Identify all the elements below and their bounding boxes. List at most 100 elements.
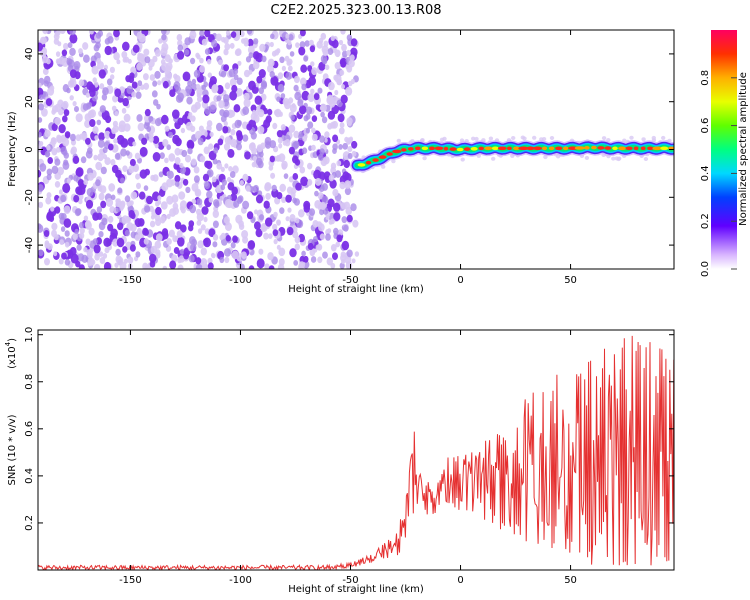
noise-dot bbox=[209, 76, 217, 86]
noise-dot bbox=[200, 258, 208, 267]
noise-dot bbox=[270, 76, 279, 86]
noise-dot bbox=[289, 248, 297, 258]
noise-dot bbox=[208, 228, 216, 238]
noise-dot bbox=[258, 248, 264, 255]
noise-dot bbox=[89, 119, 96, 127]
noise-dot bbox=[290, 114, 295, 121]
noise-dot bbox=[79, 232, 85, 239]
noise-dot bbox=[58, 189, 63, 195]
noise-dot bbox=[104, 38, 111, 45]
noise-dot bbox=[172, 109, 180, 119]
noise-dot bbox=[53, 33, 60, 41]
noise-dot bbox=[286, 226, 294, 236]
noise-dot bbox=[136, 114, 143, 122]
noise-dot bbox=[247, 45, 255, 54]
noise-dot bbox=[201, 38, 208, 46]
noise-dot bbox=[422, 156, 427, 161]
noise-dot bbox=[123, 113, 131, 123]
noise-dot bbox=[273, 211, 278, 218]
noise-dot bbox=[242, 173, 249, 182]
spec-y-tick-label: -20 bbox=[24, 189, 35, 205]
noise-dot bbox=[307, 180, 312, 186]
spec-x-tick-label: 50 bbox=[564, 275, 577, 286]
noise-dot bbox=[67, 59, 75, 68]
colorbar-ticks: 0.0 0.2 0.4 0.6 0.8 bbox=[700, 70, 737, 277]
noise-dot bbox=[116, 134, 125, 145]
noise-dot bbox=[75, 167, 84, 177]
noise-dot bbox=[166, 144, 171, 151]
noise-dot bbox=[38, 249, 44, 257]
noise-dot bbox=[337, 229, 344, 237]
noise-dot bbox=[302, 147, 308, 154]
noise-dot bbox=[248, 69, 253, 75]
noise-dot bbox=[122, 41, 130, 51]
noise-dot bbox=[235, 214, 243, 224]
noise-dot bbox=[99, 83, 105, 90]
noise-dot bbox=[272, 229, 279, 237]
noise-dot bbox=[142, 262, 149, 269]
signal-track-core bbox=[633, 146, 639, 151]
signal-track-core bbox=[401, 148, 407, 152]
noise-dot bbox=[100, 166, 107, 175]
noise-dot bbox=[268, 265, 275, 269]
noise-dot bbox=[285, 71, 292, 80]
noise-dot bbox=[38, 103, 44, 111]
noise-dot bbox=[289, 51, 295, 57]
noise-dot bbox=[236, 133, 243, 141]
noise-dot bbox=[256, 75, 263, 84]
spec-y-tick-label: 40 bbox=[24, 48, 35, 61]
signal-track-core bbox=[618, 146, 627, 151]
noise-dot bbox=[346, 117, 353, 126]
noise-dot bbox=[64, 131, 71, 139]
spectrogram-x-label: Height of straight line (km) bbox=[288, 284, 424, 295]
noise-dot bbox=[340, 94, 348, 104]
noise-dot bbox=[186, 96, 193, 105]
noise-dot bbox=[265, 192, 271, 200]
noise-dot bbox=[195, 263, 203, 269]
noise-dot bbox=[60, 146, 67, 155]
noise-dot bbox=[102, 253, 108, 259]
noise-dot bbox=[298, 46, 306, 56]
noise-dot bbox=[184, 154, 192, 163]
noise-dot bbox=[343, 159, 351, 169]
noise-dot bbox=[271, 184, 277, 192]
noise-dot bbox=[258, 151, 264, 158]
noise-dot bbox=[230, 31, 237, 38]
signal-track-core bbox=[470, 147, 478, 151]
noise-dot bbox=[303, 55, 309, 62]
noise-dot bbox=[269, 140, 277, 149]
snr-y-tick-label: 0.8 bbox=[24, 374, 35, 390]
snr-x-tick-label: 0 bbox=[457, 575, 463, 586]
noise-dot bbox=[39, 141, 44, 147]
noise-dot bbox=[111, 127, 117, 135]
noise-dot bbox=[38, 223, 42, 230]
noise-dot bbox=[69, 78, 77, 88]
noise-dot bbox=[278, 247, 286, 257]
noise-dot bbox=[285, 33, 290, 39]
noise-dot bbox=[331, 39, 339, 49]
snr-x-tick-label: -100 bbox=[229, 575, 252, 586]
signal-track-core bbox=[463, 147, 471, 151]
signal-track-core bbox=[484, 146, 493, 151]
noise-dot bbox=[132, 44, 140, 53]
noise-dot bbox=[176, 230, 183, 238]
noise-dot bbox=[218, 100, 225, 109]
signal-track-core bbox=[526, 146, 535, 151]
noise-dot bbox=[253, 38, 259, 45]
noise-dot bbox=[327, 110, 336, 120]
noise-dot bbox=[342, 142, 349, 150]
noise-dot bbox=[204, 30, 211, 38]
noise-dot bbox=[122, 97, 129, 107]
noise-dot bbox=[191, 158, 197, 166]
noise-dot bbox=[110, 228, 118, 239]
spectrogram-y-ticks: -40 -20 0 20 40 bbox=[24, 48, 674, 253]
noise-dot bbox=[108, 143, 114, 151]
chart-title: C2E2.2025.323.00.13.R08 bbox=[270, 3, 441, 18]
noise-dot bbox=[129, 244, 136, 252]
noise-dot bbox=[305, 127, 311, 134]
noise-dot bbox=[223, 142, 231, 151]
noise-dot bbox=[335, 241, 341, 248]
colorbar-gradient bbox=[711, 30, 737, 269]
noise-dot bbox=[64, 241, 70, 248]
